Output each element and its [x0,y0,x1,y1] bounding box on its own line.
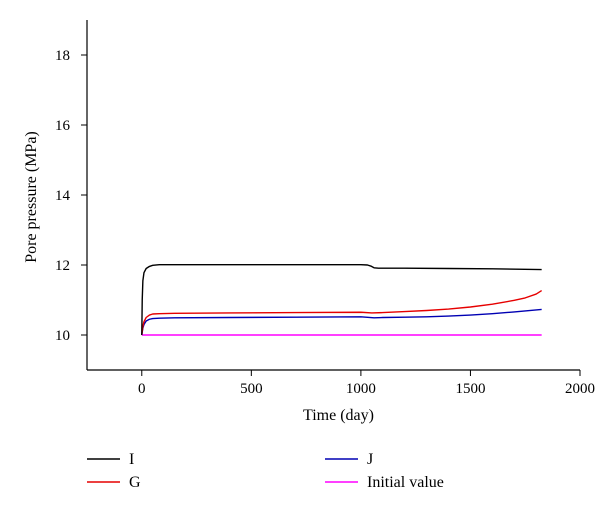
series-layer [141,263,543,336]
legend-label: J [367,451,373,468]
x-axis-title: Time (day) [303,407,374,424]
y-tick-label: 16 [55,118,71,134]
y-tick-label: 18 [55,48,70,64]
x-tick-label: 1000 [346,381,376,397]
y-tick-label: 14 [55,188,71,204]
ticks-layer: 0 500 1000 1500 2000 10 12 14 16 18 [55,48,595,397]
legend-label: Initial value [367,474,444,491]
x-tick-label: 2000 [565,381,595,397]
legend-label: G [129,474,141,491]
x-tick-label: 1500 [455,381,485,397]
legend-item-i: I [87,451,134,468]
series-line-i [141,263,542,336]
series-line-j [141,308,542,336]
x-tick-label: 0 [138,381,146,397]
legend-item-g: G [87,474,141,491]
x-tick-label: 500 [240,381,263,397]
legend-item-j: J [325,451,373,468]
y-tick-label: 10 [55,328,70,344]
series-line-g [141,289,543,336]
y-tick-label: 12 [55,258,70,274]
legend: IG J Initial value [87,451,444,491]
y-axis-title: Pore pressure (MPa) [23,131,40,263]
legend-item-initial-value: Initial value [325,474,444,491]
legend-label: I [129,451,134,468]
